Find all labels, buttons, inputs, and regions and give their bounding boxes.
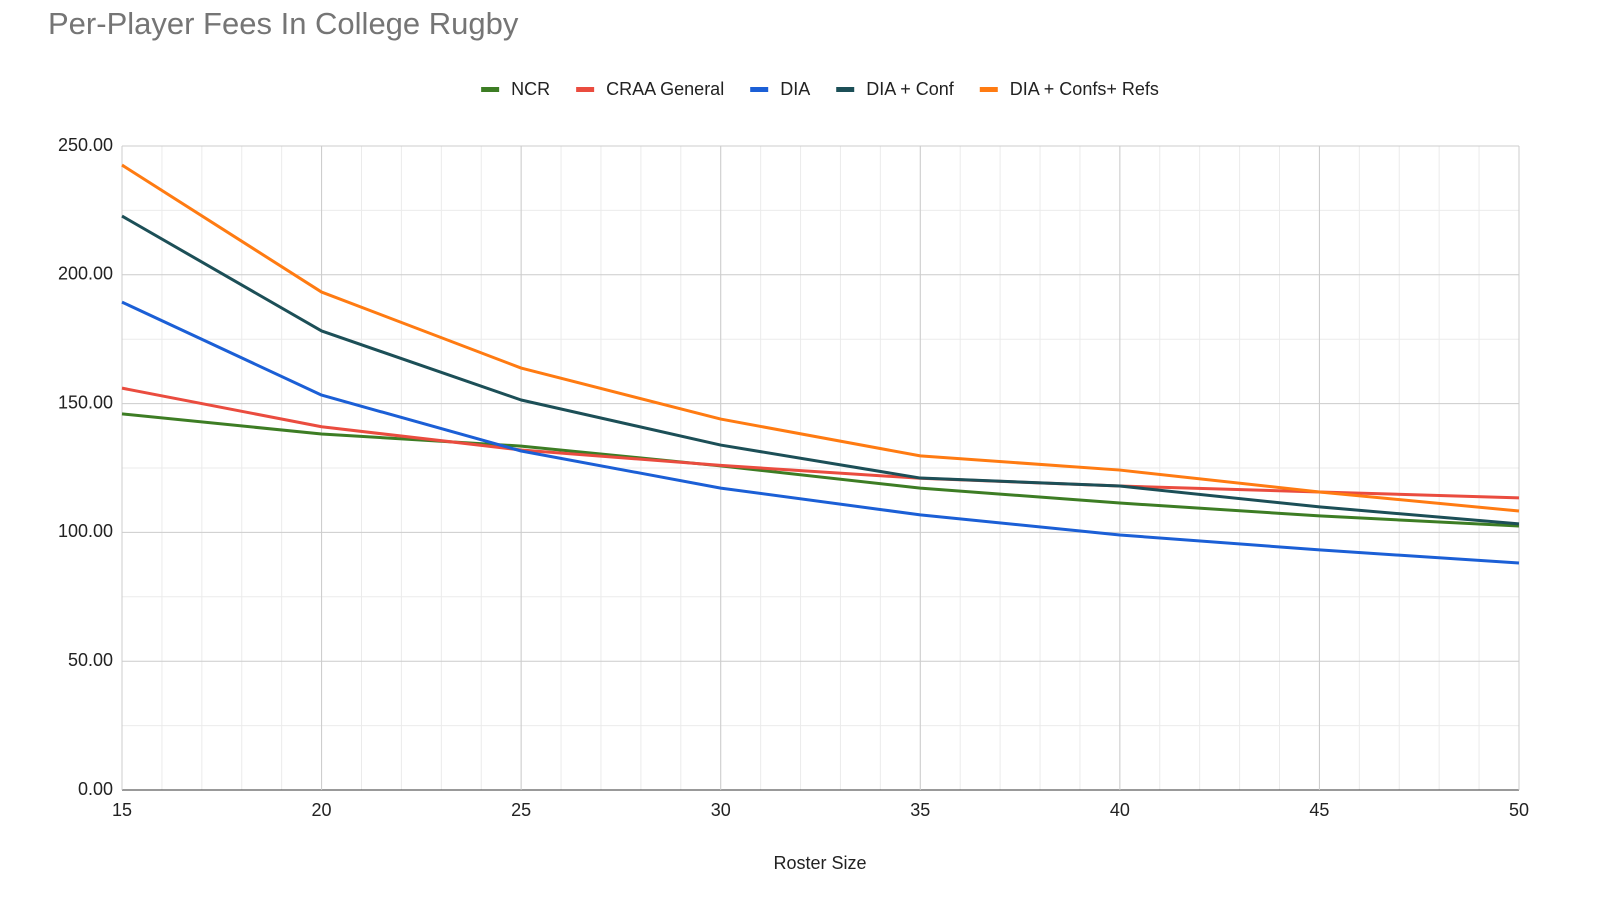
legend-swatch bbox=[836, 87, 855, 92]
y-tick-label: 50.00 bbox=[68, 650, 113, 670]
y-tick-label: 200.00 bbox=[58, 264, 113, 284]
legend-swatch bbox=[576, 87, 595, 92]
legend-swatch bbox=[750, 87, 769, 92]
series-line bbox=[121, 412, 1520, 528]
y-tick-label: 250.00 bbox=[58, 135, 113, 155]
legend-label: CRAA General bbox=[606, 79, 724, 99]
x-tick-label: 40 bbox=[1110, 800, 1130, 820]
y-tick-label: 100.00 bbox=[58, 521, 113, 541]
legend-label: DIA + Conf bbox=[866, 79, 955, 99]
x-tick-label: 50 bbox=[1509, 800, 1529, 820]
series-line bbox=[121, 300, 1520, 565]
x-axis-label: Roster Size bbox=[773, 853, 866, 873]
y-tick-label: 150.00 bbox=[58, 392, 113, 412]
legend-label: NCR bbox=[511, 79, 550, 99]
x-tick-label: 45 bbox=[1309, 800, 1329, 820]
x-tick-label: 15 bbox=[112, 800, 132, 820]
y-tick-label: 0.00 bbox=[78, 779, 113, 799]
series-line bbox=[121, 163, 1520, 513]
series-line bbox=[121, 214, 1520, 526]
x-tick-label: 30 bbox=[711, 800, 731, 820]
series-line bbox=[121, 386, 1520, 500]
x-tick-label: 35 bbox=[910, 800, 930, 820]
chart-title: Per-Player Fees In College Rugby bbox=[48, 6, 519, 41]
legend-swatch bbox=[979, 87, 998, 92]
legend-label: DIA bbox=[780, 79, 810, 99]
x-tick-label: 25 bbox=[511, 800, 531, 820]
x-tick-label: 20 bbox=[312, 800, 332, 820]
legend-swatch bbox=[481, 87, 500, 92]
legend-label: DIA + Confs+ Refs bbox=[1010, 79, 1159, 99]
